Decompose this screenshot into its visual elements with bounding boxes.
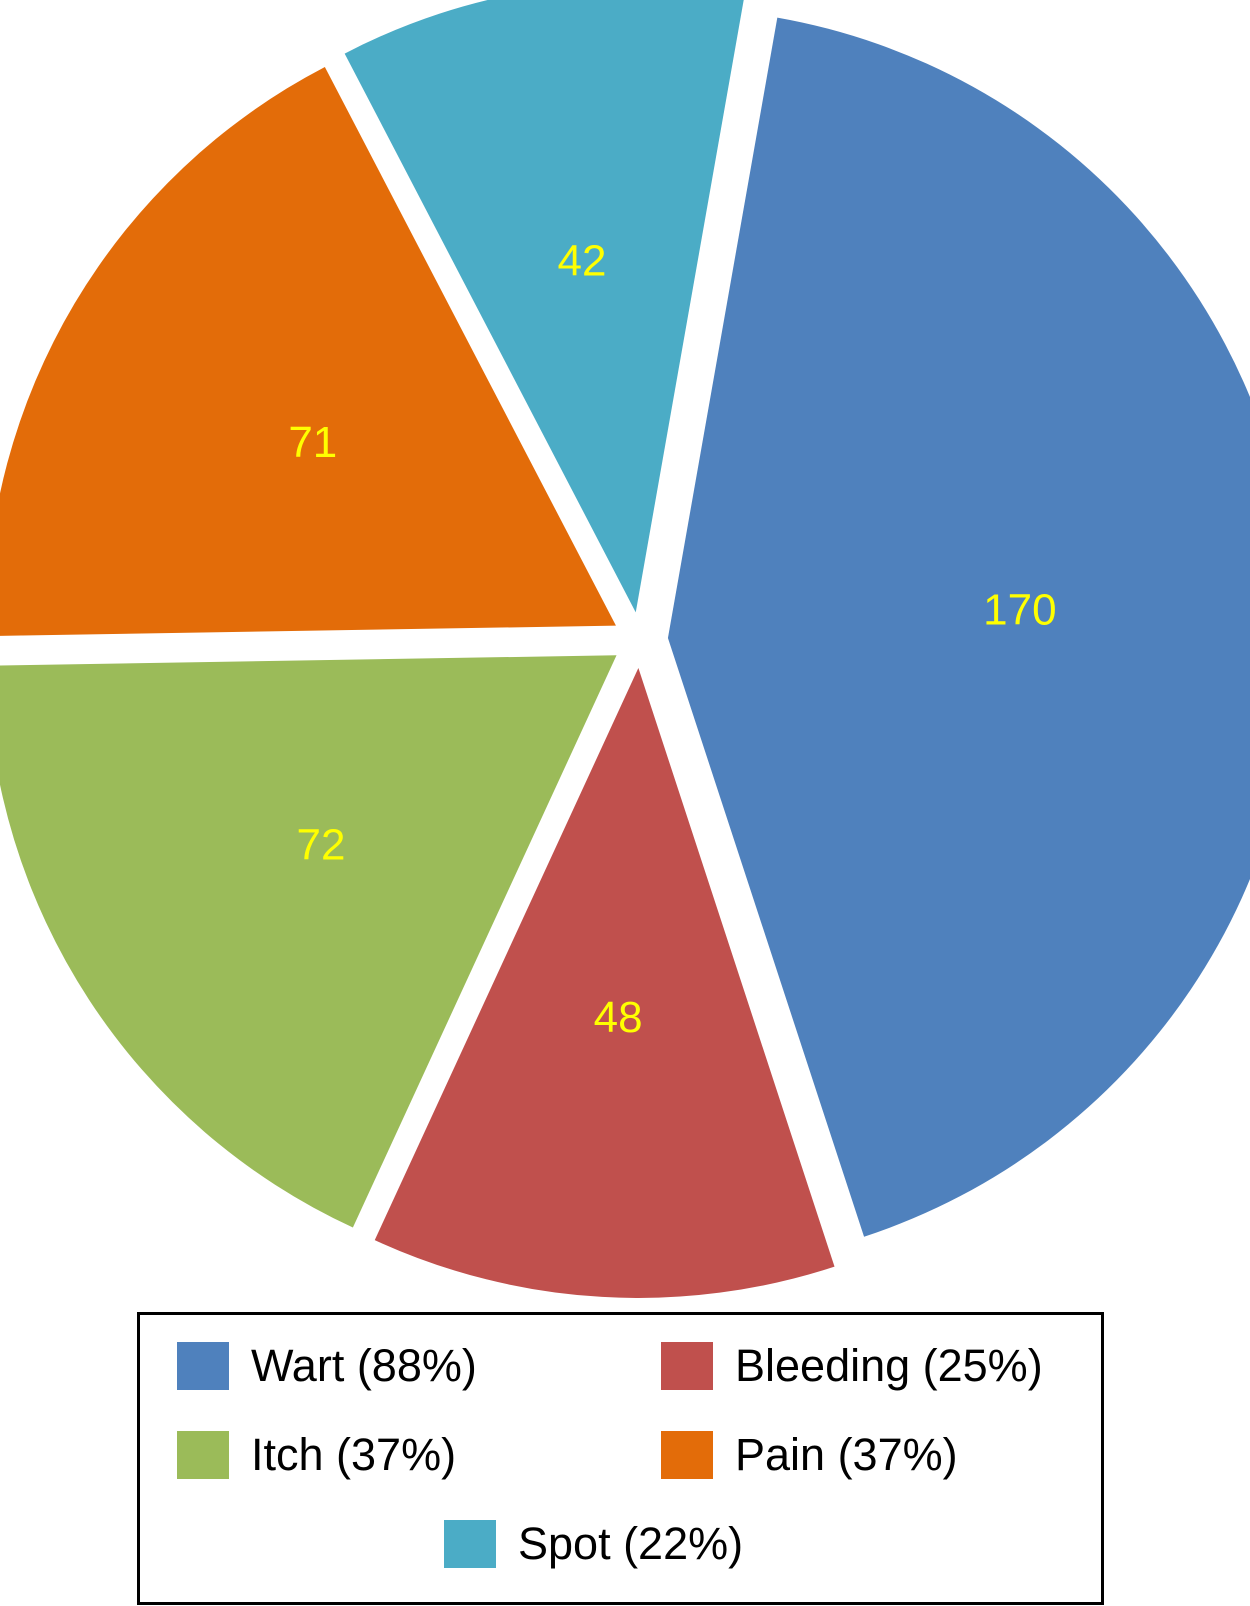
data-label-spot: 42: [558, 236, 607, 285]
legend-swatch-wart: [177, 1342, 229, 1390]
legend-item-bleeding: Bleeding (25%): [661, 1340, 1043, 1391]
pie-chart: 170 48 72 71 42: [0, 0, 1250, 1298]
pie-slice-wart: [667, 17, 1250, 1237]
legend-label-spot: Spot (22%): [518, 1518, 744, 1569]
legend-swatch-itch: [177, 1431, 229, 1479]
data-label-bleeding: 48: [594, 993, 643, 1042]
legend-item-itch: Itch (37%): [177, 1429, 457, 1480]
data-label-wart: 170: [983, 586, 1056, 635]
pie-slice-itch: [0, 655, 617, 1228]
legend-item-pain: Pain (37%): [661, 1429, 958, 1480]
data-label-itch: 72: [297, 821, 346, 870]
legend-swatch-bleeding: [661, 1342, 713, 1390]
pie-slice-spot: [344, 0, 744, 613]
pie-slice-bleeding: [374, 667, 835, 1298]
legend-label-wart: Wart (88%): [251, 1340, 477, 1391]
legend-label-bleeding: Bleeding (25%): [735, 1340, 1043, 1391]
data-label-pain: 71: [288, 418, 337, 467]
pie-slice-pain: [0, 66, 616, 636]
legend-label-pain: Pain (37%): [735, 1429, 958, 1480]
chart-legend: Wart (88%) Bleeding (25%) Itch (37%) Pai…: [137, 1312, 1104, 1605]
legend-swatch-spot: [444, 1520, 496, 1568]
legend-item-spot: Spot (22%): [444, 1518, 744, 1569]
legend-label-itch: Itch (37%): [251, 1429, 457, 1480]
legend-item-wart: Wart (88%): [177, 1340, 477, 1391]
legend-swatch-pain: [661, 1431, 713, 1479]
